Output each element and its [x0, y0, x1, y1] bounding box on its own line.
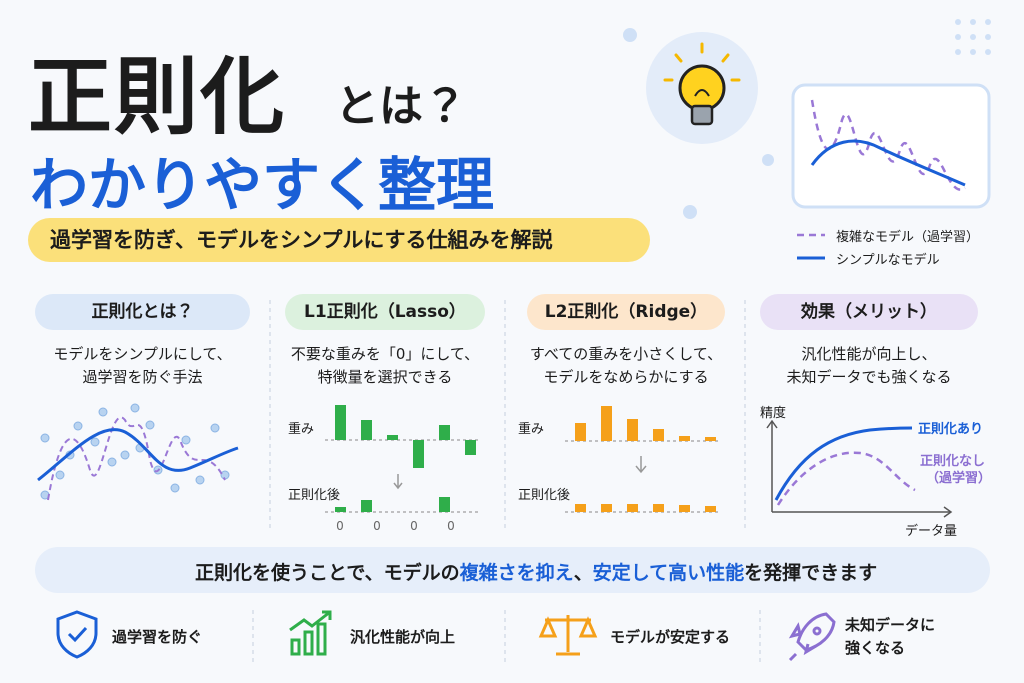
card-desc: 汎化性能が向上し、	[801, 345, 937, 363]
axis-label: 正則化後	[518, 488, 571, 503]
legend-label: 複雑なモデル（過学習）	[836, 230, 980, 245]
benefit-label: 汎化性能が向上	[350, 628, 456, 646]
summary-part: 、	[573, 562, 593, 584]
bar	[439, 425, 450, 440]
legend-label: シンプルなモデル	[836, 253, 940, 268]
arrow	[393, 456, 647, 490]
lightbulb-icon	[646, 32, 758, 144]
card-desc: すべての重みを小さくして、	[529, 345, 723, 363]
zero-label: 0	[373, 519, 381, 533]
bar	[627, 419, 638, 441]
decor-dots	[623, 19, 991, 219]
card-desc: 不要な重みを「0」にして、	[290, 345, 480, 363]
benefit-label: 強くなる	[845, 639, 906, 657]
rocket-icon	[788, 612, 836, 662]
balance-icon	[538, 615, 598, 656]
bar	[575, 504, 586, 512]
bar	[439, 497, 450, 512]
bar	[705, 506, 716, 512]
line-label: 正則化あり	[918, 422, 984, 437]
axis-label: 精度	[760, 406, 787, 421]
bar	[601, 406, 612, 441]
bar-baseline	[325, 439, 718, 513]
bar	[335, 405, 346, 440]
effect-graph	[766, 419, 953, 518]
summary-bar	[35, 547, 990, 593]
benefit-label: 過学習を防ぐ	[112, 628, 203, 646]
summary-part: を発揮できます	[744, 562, 878, 584]
axis-label: 重み	[288, 422, 315, 437]
bar	[335, 507, 346, 512]
bar	[679, 436, 690, 441]
summary-part: 正則化を使うことで、モデルの	[195, 562, 460, 584]
card-title: 効果（メリット）	[760, 294, 978, 330]
axis-label: データ量	[905, 524, 958, 539]
card-desc: 過学習を防ぐ手法	[82, 368, 203, 386]
bar	[413, 440, 424, 468]
card-desc: モデルをなめらかにする	[543, 368, 709, 386]
card-desc: 特徴量を選択できる	[317, 368, 453, 386]
growth-icon	[289, 610, 332, 656]
card-title: L1正則化（Lasso）	[285, 294, 485, 330]
bar	[679, 505, 690, 512]
summary-text: 正則化を使うことで、モデルの複雑さを抑え、安定して高い性能を発揮できます	[195, 558, 877, 585]
card-title: L2正則化（Ridge）	[527, 294, 725, 330]
shield-icon	[56, 610, 98, 659]
zero-label: 0	[336, 519, 344, 533]
title: 正則化	[28, 48, 287, 146]
bar	[653, 429, 664, 441]
bar	[601, 504, 612, 512]
bar	[653, 504, 664, 512]
bar	[361, 500, 372, 512]
zero-label: 0	[410, 519, 418, 533]
summary-highlight: 複雑さを抑え	[459, 562, 574, 584]
summary-highlight: 安定して高い性能	[592, 562, 745, 584]
card-desc: モデルをシンプルにして、	[53, 345, 232, 363]
card-title: 正則化とは？	[35, 294, 250, 330]
benefit-label: モデルが安定する	[610, 628, 731, 646]
line-label: （過学習）	[926, 471, 992, 486]
bar	[627, 504, 638, 512]
bar	[575, 423, 586, 441]
zero-label: 0	[447, 519, 455, 533]
model-illustration	[791, 83, 991, 260]
line-label: 正則化なし	[920, 454, 986, 469]
bar	[705, 437, 716, 441]
title-suffix: とは？	[335, 81, 467, 132]
tagline: 過学習を防ぎ、モデルをシンプルにする仕組みを解説	[28, 218, 650, 262]
fit-illustration	[37, 403, 239, 501]
axis-label: 重み	[518, 422, 545, 437]
divider	[252, 300, 761, 665]
subtitle: わかりやすく整理	[30, 151, 495, 219]
axis-label: 正則化後	[288, 488, 341, 503]
benefit-label: 未知データに	[845, 616, 936, 634]
card-desc: 未知データでも強くなる	[786, 368, 952, 386]
bar	[361, 420, 372, 440]
bar	[387, 435, 398, 440]
bar	[465, 440, 476, 455]
